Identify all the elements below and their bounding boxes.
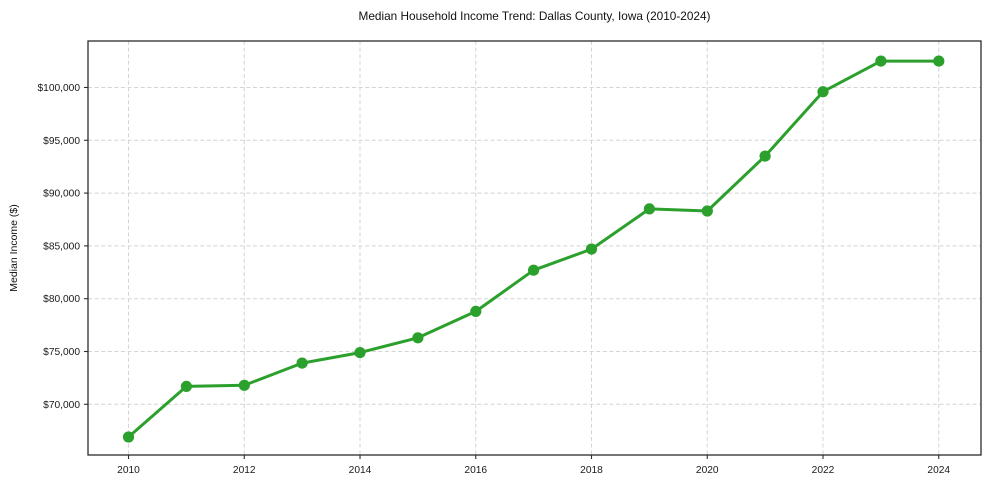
x-tick-label: 2020	[696, 465, 719, 476]
plot-border	[87, 40, 982, 456]
y-tick-label: $90,000	[43, 189, 80, 200]
data-point-2017	[528, 264, 540, 276]
data-point-2021	[759, 150, 771, 162]
x-tick-label: 2022	[812, 465, 835, 476]
y-tick-label: $85,000	[43, 241, 80, 252]
y-tick-label: $80,000	[43, 294, 80, 305]
data-point-2019	[643, 203, 656, 215]
data-point-2020	[701, 205, 713, 217]
data-point-2014	[354, 347, 366, 359]
x-tick-label: 2010	[117, 465, 140, 476]
x-tick-label: 2024	[927, 465, 950, 476]
data-point-2010	[122, 431, 135, 443]
trend-line	[127, 59, 941, 439]
y-axis-title: Median Income ($)	[8, 204, 20, 292]
y-tick-label: $75,000	[43, 347, 80, 358]
y-tick-label: $95,000	[43, 136, 80, 147]
data-point-2011	[180, 380, 192, 392]
data-point-2024	[933, 55, 945, 67]
chart-title: Median Household Income Trend: Dallas Co…	[358, 9, 711, 23]
data-point-2023	[875, 55, 887, 67]
data-point-2018	[585, 243, 598, 255]
y-tick-label: $100,000	[38, 83, 81, 94]
data-point-2022	[817, 86, 829, 98]
data-point-2013	[296, 357, 308, 369]
data-point-2015	[412, 332, 424, 344]
data-point-2016	[470, 305, 482, 317]
data-point-2012	[238, 379, 250, 391]
x-tick-label: 2016	[464, 465, 487, 476]
x-tick-label: 2018	[580, 465, 603, 476]
x-tick-label: 2012	[233, 465, 256, 476]
x-tick-label: 2014	[349, 465, 372, 476]
y-tick-label: $70,000	[43, 400, 80, 411]
